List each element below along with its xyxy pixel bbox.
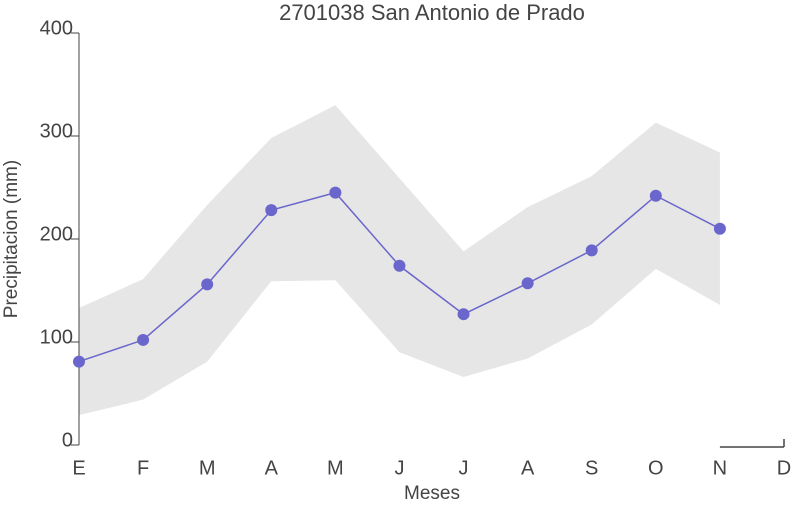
x-tick-label: A [521, 457, 535, 479]
y-axis-label: Precipitacion (mm) [1, 160, 22, 318]
data-point [649, 189, 662, 202]
x-tick-label: A [265, 457, 279, 479]
data-point [457, 308, 470, 321]
x-tick-label: N [713, 457, 727, 479]
y-tick-label: 100 [40, 326, 73, 348]
data-point [393, 259, 406, 272]
x-tick-label: M [327, 457, 344, 479]
data-point [137, 333, 150, 346]
data-point [713, 222, 726, 235]
x-tick-label: O [648, 457, 664, 479]
data-point [265, 204, 278, 217]
x-tick-label: J [459, 457, 469, 479]
data-point [201, 278, 214, 291]
data-point [585, 244, 598, 257]
x-tick-label: M [199, 457, 216, 479]
y-tick-label: 400 [40, 17, 73, 39]
data-point [521, 277, 534, 290]
x-tick-label: S [585, 457, 598, 479]
data-point [73, 355, 85, 368]
x-tick-label: J [394, 457, 404, 479]
y-tick-label: 300 [40, 120, 73, 142]
y-tick-label: 200 [40, 223, 73, 245]
x-axis-label: Meses [404, 483, 460, 503]
x-tick-label: D [777, 457, 791, 479]
y-tick-label: 0 [62, 429, 73, 451]
x-tick-label: F [137, 457, 149, 479]
x-tick-label: E [72, 457, 85, 479]
data-point [329, 186, 342, 199]
chart-title: 2701038 San Antonio de Prado [279, 0, 585, 25]
